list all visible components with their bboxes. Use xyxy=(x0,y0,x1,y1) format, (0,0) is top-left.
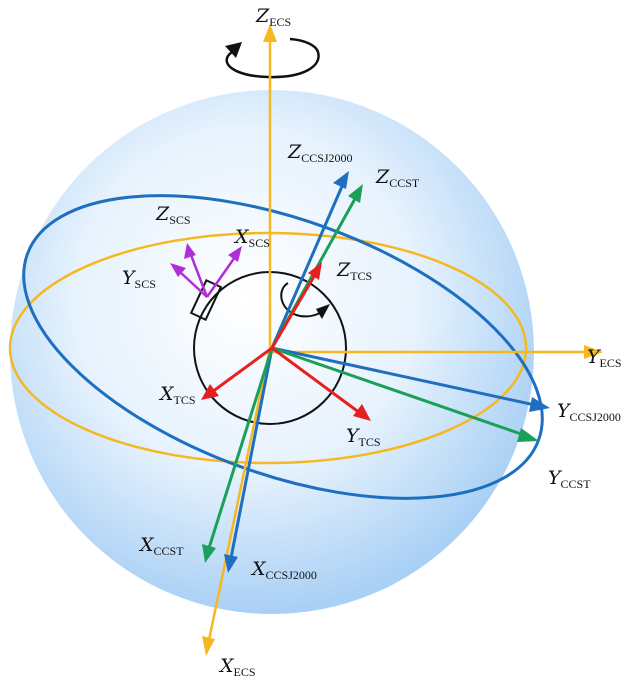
x-scs-axis xyxy=(205,256,237,298)
z-tcs-arrowhead xyxy=(308,262,322,280)
z-scs-arrowhead xyxy=(184,243,196,259)
z-ccst-label: ZCCST xyxy=(375,166,420,190)
z-ccsj2000-arrowhead xyxy=(333,171,349,189)
x-ccst-label: XCCST xyxy=(138,534,184,558)
x-ecs-axis xyxy=(207,347,272,641)
tcs-rotation-arrowhead xyxy=(316,304,330,319)
z-ecs-arrowhead xyxy=(263,24,277,42)
x-ccsj2000-axis xyxy=(229,347,274,559)
x-ccst-arrowhead xyxy=(202,544,216,563)
x-tcs-axis xyxy=(211,346,273,394)
y-ecs-label: YECS xyxy=(587,346,622,370)
y-ccst-arrowhead xyxy=(517,428,539,442)
y-scs-label: YSCS xyxy=(122,267,156,291)
z-ccsj2000-axis xyxy=(270,183,345,349)
x-tcs-arrowhead xyxy=(201,384,219,400)
z-tcs-label: ZTCS xyxy=(336,259,372,283)
x-ecs-arrowhead xyxy=(202,636,215,656)
x-ccsj2000-arrowhead xyxy=(224,554,238,573)
x-ccsj2000-label: XCCSJ2000 xyxy=(250,558,317,582)
y-ccst-axis xyxy=(271,346,525,437)
y-ccsj2000-label: YCCSJ2000 xyxy=(557,400,621,424)
y-tcs-label: YTCS xyxy=(346,425,381,449)
y-tcs-arrowhead xyxy=(353,404,371,421)
y-scs-axis xyxy=(179,271,208,298)
x-tcs-label: XTCS xyxy=(158,383,196,407)
y-ccsj2000-axis xyxy=(271,346,536,407)
x-scs-label: XSCS xyxy=(233,226,270,250)
earth-rotation-arrow xyxy=(225,37,320,79)
spacecraft-body xyxy=(189,278,223,322)
earth-rotation-arrowhead xyxy=(225,42,242,58)
y-tcs-axis xyxy=(271,346,361,415)
y-ecs-arrowhead xyxy=(584,345,603,359)
j2000-orbit-ellipse xyxy=(22,194,544,500)
y-ccsj2000-arrowhead xyxy=(529,397,550,412)
x-ccst-axis xyxy=(207,347,274,549)
z-tcs-axis xyxy=(270,272,318,349)
y-scs-arrowhead xyxy=(170,263,186,277)
x-ecs-label: XECS xyxy=(218,655,256,679)
z-scs-axis xyxy=(189,254,209,298)
x-scs-arrowhead xyxy=(228,246,242,262)
z-scs-label: ZSCS xyxy=(155,203,191,227)
z-ccst-arrowhead xyxy=(348,184,363,203)
z-ecs-label: ZECS xyxy=(255,5,291,29)
z-ccsj2000-label: ZCCSJ2000 xyxy=(287,141,353,165)
y-ccst-label: YCCST xyxy=(548,467,591,491)
equator-ellipse xyxy=(8,231,528,465)
